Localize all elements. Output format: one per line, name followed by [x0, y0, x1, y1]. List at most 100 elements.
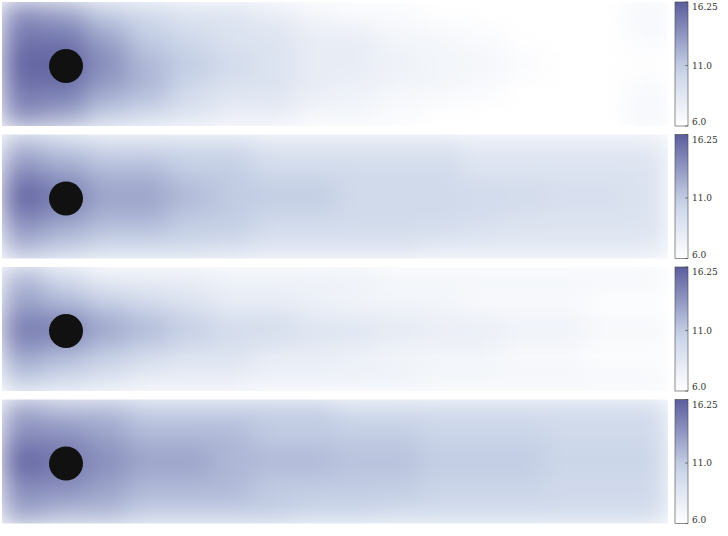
cell [502, 159, 544, 184]
panel [2, 2, 668, 126]
cell [335, 159, 377, 184]
colorbar-label: 6.0 [692, 117, 707, 127]
cell [293, 449, 335, 474]
cell [210, 135, 252, 160]
cell [44, 267, 86, 292]
cell [252, 400, 294, 425]
cell [585, 159, 627, 184]
cell [460, 449, 502, 474]
colorbar [675, 2, 688, 126]
cell [585, 292, 627, 317]
panel [2, 135, 668, 259]
cell [210, 52, 252, 77]
cell [127, 317, 169, 342]
cell [502, 341, 544, 366]
cell [502, 449, 544, 474]
cell [585, 76, 627, 101]
cell [335, 499, 377, 524]
cell [85, 2, 127, 27]
cell [543, 449, 585, 474]
cell [85, 159, 127, 184]
cell [2, 209, 44, 234]
cell [502, 317, 544, 342]
cell [44, 135, 86, 160]
colorbar-label: 6.0 [692, 250, 707, 260]
cell [44, 292, 86, 317]
cell [169, 267, 211, 292]
cell [85, 317, 127, 342]
cell [418, 135, 460, 160]
cell [85, 209, 127, 234]
cell [169, 234, 211, 259]
cell [44, 499, 86, 524]
cell [127, 159, 169, 184]
cell [85, 184, 127, 209]
cell [502, 424, 544, 449]
cell [460, 424, 502, 449]
cell [85, 267, 127, 292]
cell [127, 135, 169, 160]
cell [44, 27, 86, 52]
cell [377, 341, 419, 366]
cell [626, 499, 668, 524]
cell [293, 267, 335, 292]
colorbar-tick [685, 330, 688, 331]
cell [543, 366, 585, 391]
field [2, 400, 668, 524]
cell [377, 317, 419, 342]
cell [626, 234, 668, 259]
cell [44, 101, 86, 126]
cell [626, 267, 668, 292]
cell [377, 424, 419, 449]
cell [377, 76, 419, 101]
cell [418, 366, 460, 391]
cell [502, 101, 544, 126]
cell [169, 449, 211, 474]
cell [127, 474, 169, 499]
cell [543, 52, 585, 77]
cell [585, 499, 627, 524]
cell [335, 474, 377, 499]
cell [169, 76, 211, 101]
cell [418, 267, 460, 292]
cell [127, 52, 169, 77]
cell [252, 209, 294, 234]
cell [418, 234, 460, 259]
cell [543, 76, 585, 101]
colorbar-tick [685, 523, 688, 524]
cell [252, 341, 294, 366]
cell [502, 267, 544, 292]
cell [85, 234, 127, 259]
figure: 6.011.016.256.011.016.256.011.016.256.01… [0, 0, 728, 536]
cell [585, 317, 627, 342]
cell [210, 267, 252, 292]
panel [2, 267, 668, 391]
cell [585, 209, 627, 234]
cell [2, 267, 44, 292]
cell [377, 2, 419, 27]
cell [585, 101, 627, 126]
cell [460, 292, 502, 317]
cell [585, 27, 627, 52]
cell [626, 474, 668, 499]
cylinder [49, 314, 83, 348]
cell [85, 499, 127, 524]
cell [127, 499, 169, 524]
cell [377, 234, 419, 259]
cylinder [49, 447, 83, 481]
colorbar-tick [685, 463, 688, 464]
colorbar-label: 16.25 [692, 267, 718, 277]
colorbar-tick [685, 126, 688, 127]
cell [502, 27, 544, 52]
cell [293, 292, 335, 317]
colorbar-tick [685, 391, 688, 392]
cell [210, 317, 252, 342]
cell [2, 76, 44, 101]
cell [252, 234, 294, 259]
cell [293, 76, 335, 101]
cell [169, 135, 211, 160]
cell [335, 101, 377, 126]
cell [377, 499, 419, 524]
field [2, 135, 668, 259]
cell [502, 52, 544, 77]
